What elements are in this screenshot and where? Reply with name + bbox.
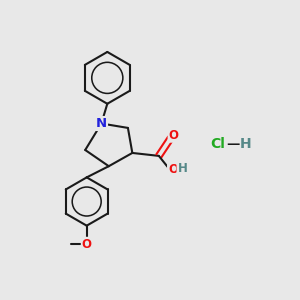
Text: Cl: Cl	[210, 137, 225, 151]
Text: N: N	[96, 117, 107, 130]
Text: —: —	[226, 138, 239, 151]
Text: H: H	[178, 162, 187, 175]
Text: O: O	[82, 238, 92, 251]
Text: O: O	[169, 129, 178, 142]
Text: H: H	[240, 137, 251, 151]
Text: O: O	[168, 163, 178, 176]
